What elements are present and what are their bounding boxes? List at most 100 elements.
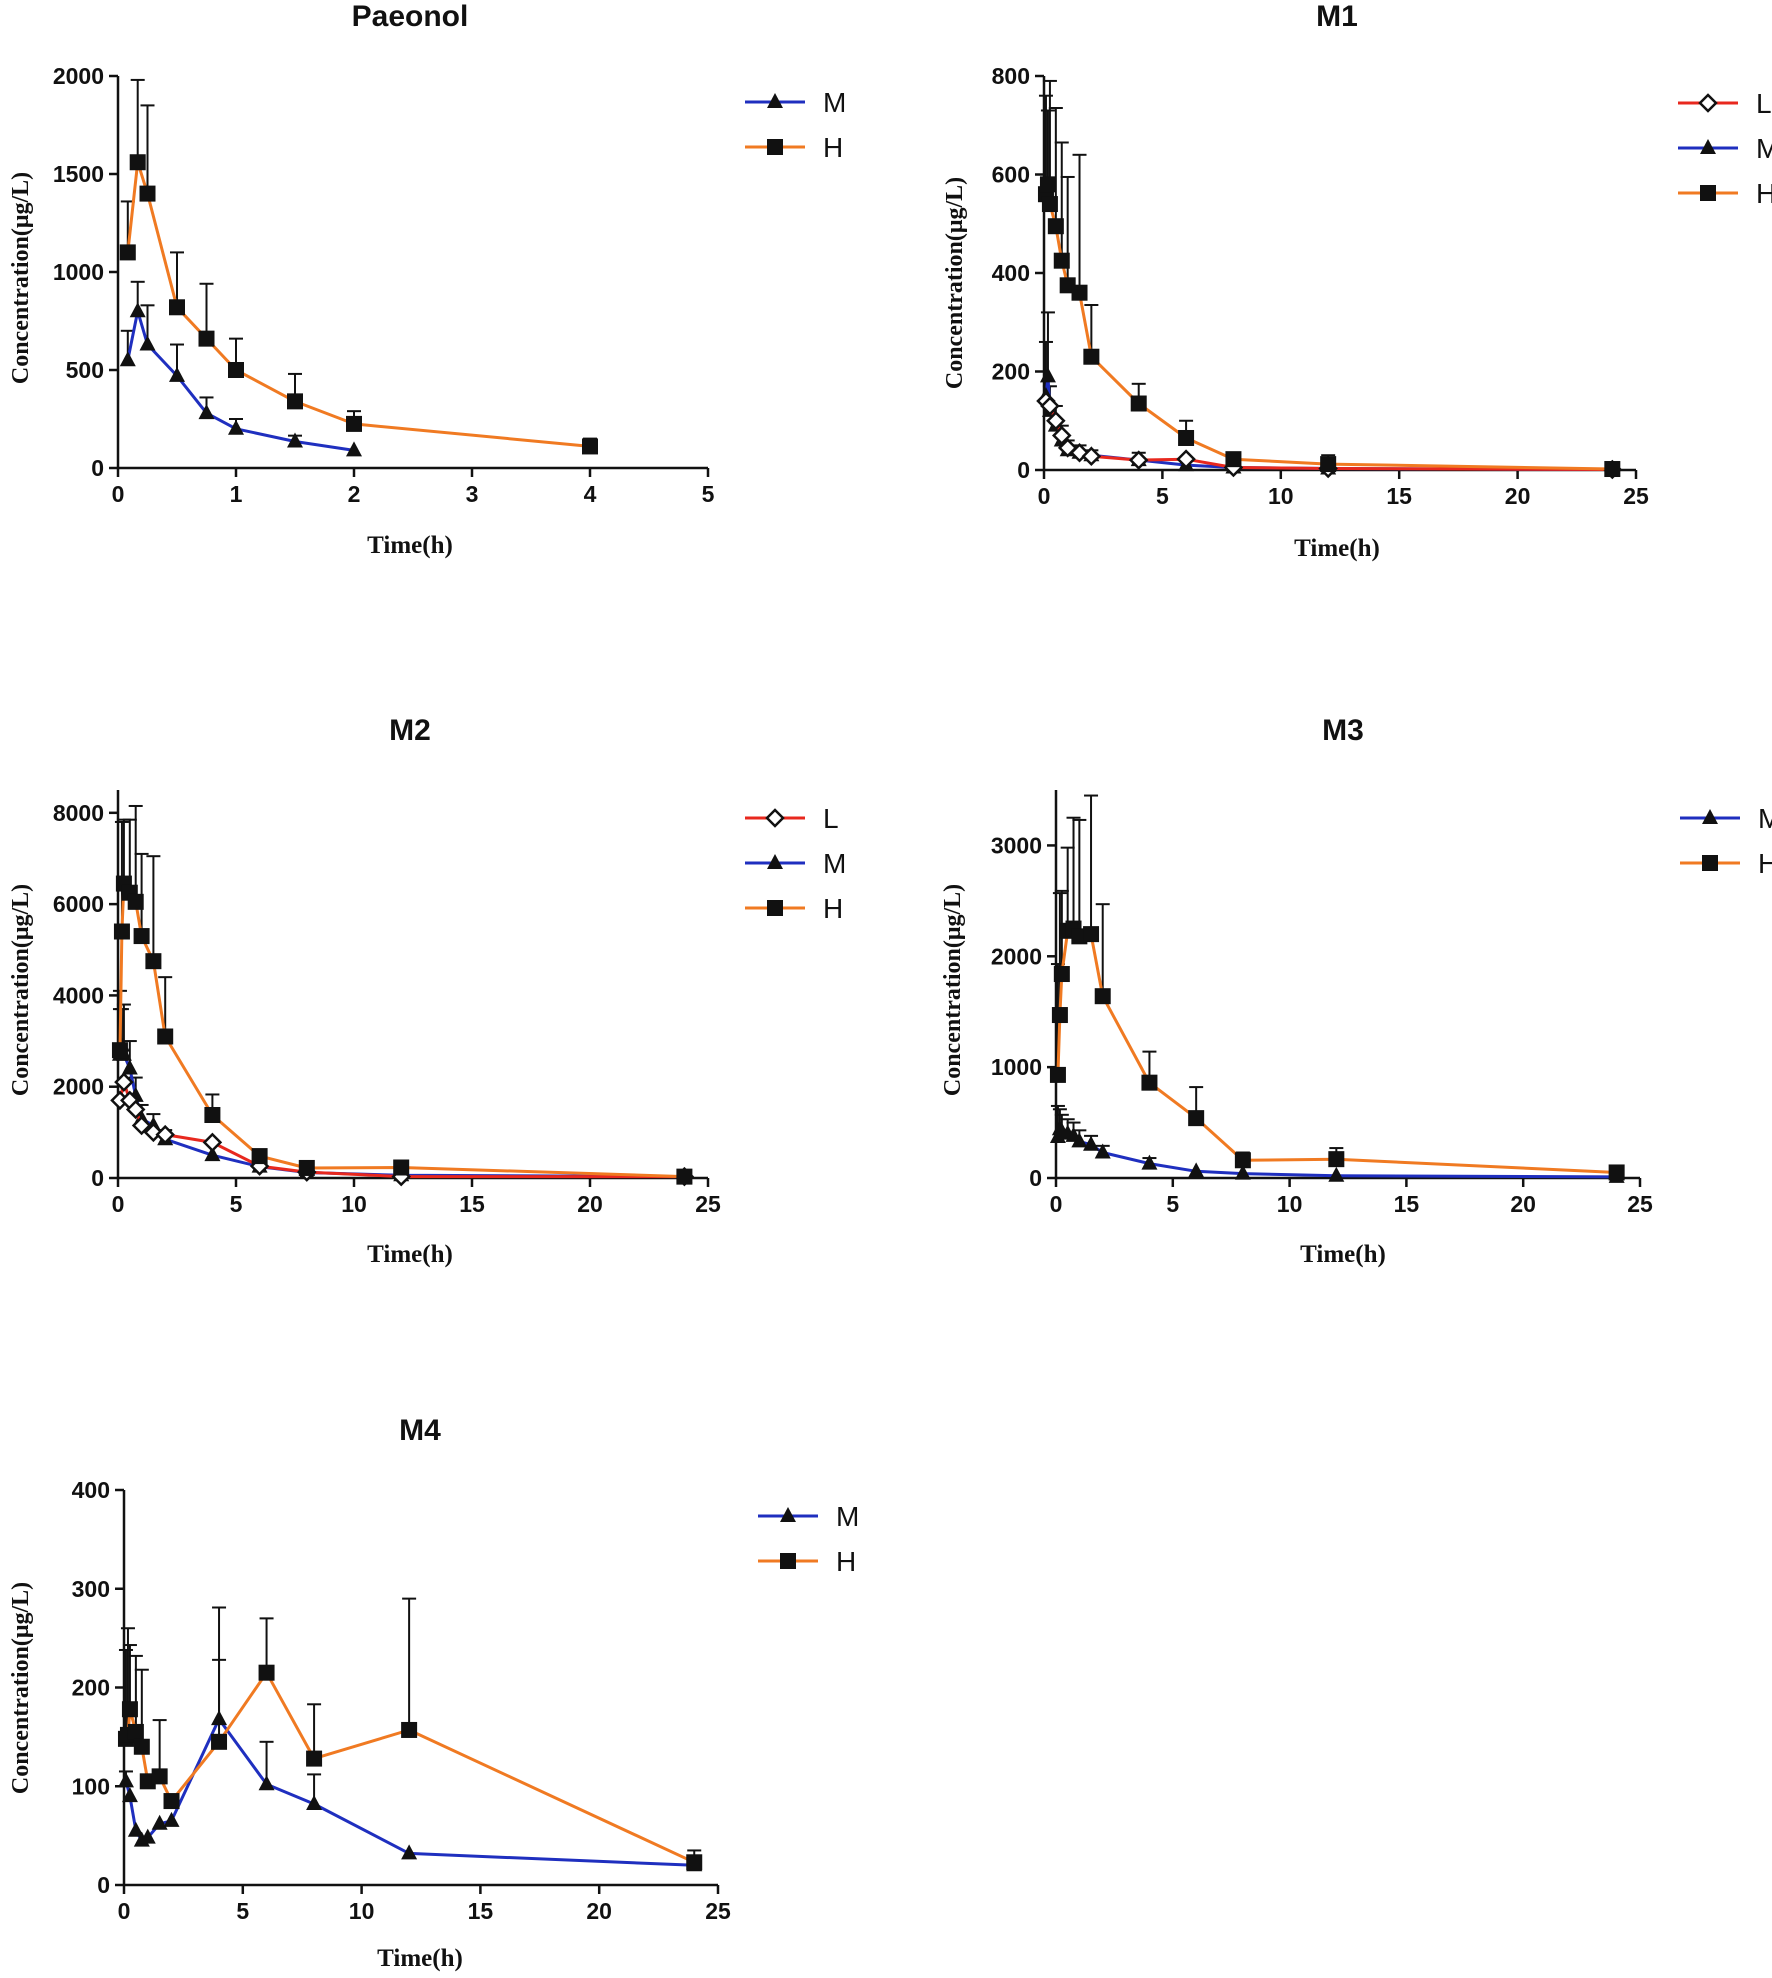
legend: MH xyxy=(758,1501,859,1577)
data-point-M xyxy=(1094,1143,1111,1159)
data-point-H xyxy=(1047,218,1064,235)
data-point-H xyxy=(1051,1007,1068,1024)
x-tick-label: 10 xyxy=(341,1191,367,1217)
legend-label-M: M xyxy=(823,87,846,118)
x-tick-label: 15 xyxy=(1386,483,1412,509)
data-point-L xyxy=(131,1115,152,1136)
data-point-H xyxy=(198,330,215,347)
data-point-M xyxy=(1039,367,1056,383)
data-point-H xyxy=(393,1159,410,1176)
data-point-M xyxy=(258,1775,275,1791)
y-tick-label: 600 xyxy=(992,162,1030,188)
y-tick-label: 2000 xyxy=(53,1074,104,1100)
data-point-M xyxy=(169,366,185,382)
data-point-H xyxy=(1188,1110,1205,1127)
data-point-H xyxy=(111,1042,128,1059)
y-tick-label: 500 xyxy=(66,357,104,383)
x-tick-label: 4 xyxy=(584,481,597,507)
legend-marker-M xyxy=(767,93,783,108)
series-M xyxy=(1037,311,1621,476)
data-point-H xyxy=(1049,1066,1066,1083)
series-H xyxy=(119,78,598,455)
data-point-H xyxy=(129,154,146,171)
series-line-H xyxy=(118,882,685,1179)
series-line-H xyxy=(1044,182,1613,471)
data-point-H xyxy=(127,893,144,910)
data-point-M xyxy=(121,1787,138,1803)
y-tick-label: 1500 xyxy=(53,161,104,187)
data-point-M xyxy=(1188,1162,1205,1178)
y-tick-label: 2000 xyxy=(991,943,1042,969)
y-tick-label: 3000 xyxy=(991,832,1042,858)
y-axis-label: Concentration(μg/L) xyxy=(8,172,34,384)
x-tick-label: 0 xyxy=(1038,483,1051,509)
data-point-L xyxy=(1046,410,1066,431)
x-tick-label: 20 xyxy=(577,1191,603,1217)
y-tick-label: 1000 xyxy=(991,1054,1042,1080)
series-M xyxy=(119,280,362,457)
x-axis-label: Time(h) xyxy=(367,1241,453,1268)
data-point-H xyxy=(204,1107,221,1124)
data-point-H xyxy=(1608,1164,1625,1181)
legend-marker-H xyxy=(767,139,783,155)
x-tick-label: 5 xyxy=(1156,483,1169,509)
data-point-H xyxy=(1234,1152,1251,1169)
plot-area: 0 5 10 15 20 25 0 100 200 300 400 xyxy=(72,1477,731,1924)
data-point-M xyxy=(1234,1164,1251,1180)
y-tick-label: 2000 xyxy=(53,63,104,89)
y-tick-label: 0 xyxy=(1017,457,1030,483)
data-point-M xyxy=(1141,1154,1158,1170)
series-H xyxy=(1049,794,1625,1181)
chart-panel: M4 0 5 10 15 20 25 0 100 200 300 400 Time(h) Conce… xyxy=(8,1414,859,1972)
x-tick-label: 10 xyxy=(1277,1191,1303,1217)
legend: MH xyxy=(1680,803,1772,879)
series-line-H xyxy=(126,160,591,448)
x-tick-label: 25 xyxy=(1623,483,1649,509)
legend: MH xyxy=(745,87,846,163)
data-point-H xyxy=(686,1854,703,1871)
chart-title: M4 xyxy=(399,1414,441,1447)
y-tick-label: 0 xyxy=(97,1872,110,1898)
data-point-H xyxy=(169,299,185,316)
data-point-M xyxy=(1328,1166,1345,1182)
plot-area: 0 1 2 3 4 5 0 500 1000 1500 2000 xyxy=(53,63,715,507)
x-tick-label: 0 xyxy=(118,1898,131,1924)
y-tick-label: 0 xyxy=(91,1165,104,1191)
legend-marker-H xyxy=(1702,855,1718,871)
legend-label-H: H xyxy=(823,893,843,924)
x-tick-label: 5 xyxy=(230,1191,243,1217)
data-point-H xyxy=(163,1793,180,1810)
data-point-M xyxy=(204,1146,221,1162)
data-point-M xyxy=(1083,1135,1100,1151)
series-M xyxy=(1049,1104,1625,1183)
data-point-M xyxy=(139,335,156,351)
legend-label-H: H xyxy=(823,132,843,163)
legend-label-L: L xyxy=(1756,88,1772,119)
data-point-H xyxy=(1094,988,1111,1005)
y-axis-label: Concentration(μg/L) xyxy=(940,884,966,1096)
chart-panel: Paeonol 0 1 2 3 4 5 0 500 1000 1500 2000 Time(h) C… xyxy=(8,0,846,559)
legend-label-M: M xyxy=(1758,803,1772,834)
data-point-H xyxy=(346,415,362,432)
plot-area: 0 5 10 15 20 25 0 1000 2000 3000 xyxy=(991,790,1653,1217)
y-tick-label: 800 xyxy=(992,63,1030,89)
x-tick-label: 0 xyxy=(112,481,125,507)
data-point-L xyxy=(202,1132,223,1153)
data-point-H xyxy=(133,928,150,945)
y-tick-label: 200 xyxy=(72,1675,110,1701)
data-point-H xyxy=(1071,284,1088,301)
data-point-H xyxy=(1328,1151,1345,1168)
chart-title: M1 xyxy=(1316,0,1358,33)
x-axis-label: Time(h) xyxy=(1300,1241,1386,1268)
data-point-H xyxy=(211,1733,228,1750)
x-tick-label: 5 xyxy=(1166,1191,1179,1217)
x-axis-label: Time(h) xyxy=(367,532,453,559)
data-point-M xyxy=(139,1828,156,1844)
legend-marker-H xyxy=(767,900,783,916)
x-tick-label: 25 xyxy=(695,1191,721,1217)
data-point-H xyxy=(1141,1074,1158,1091)
y-tick-label: 400 xyxy=(992,260,1030,286)
legend-marker-L xyxy=(765,808,785,828)
legend-label-M: M xyxy=(1756,133,1772,164)
